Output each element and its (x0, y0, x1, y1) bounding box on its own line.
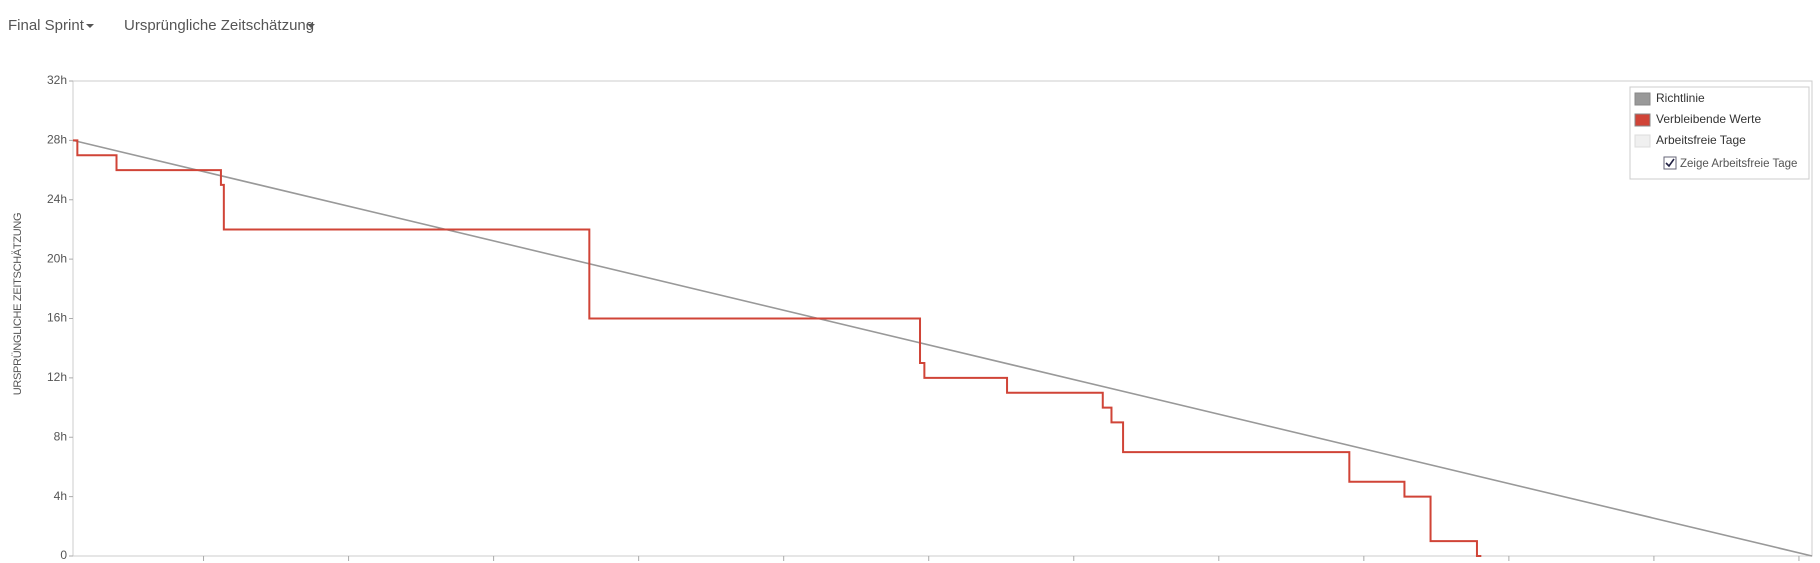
statistic-label[interactable]: Ursprüngliche Zeitschätzung (124, 17, 314, 34)
legend-label: Verbleibende Werte (1656, 112, 1762, 126)
legend-label: Arbeitsfreie Tage (1656, 133, 1746, 147)
remaining-line (73, 139, 1482, 557)
sprint-dropdown[interactable]: Final Sprint (8, 17, 94, 34)
y-tick-label: 12h (47, 370, 67, 384)
legend-swatch (1634, 134, 1651, 148)
y-tick-label: 28h (47, 133, 67, 147)
caret[interactable] (86, 24, 94, 28)
checkbox-label[interactable]: Zeige Arbeitsfreie Tage (1680, 158, 1797, 170)
caret[interactable] (307, 24, 315, 28)
statistic-dropdown[interactable]: Ursprüngliche Zeitschätzung (124, 17, 315, 34)
legend-label: Richtlinie (1656, 91, 1705, 105)
sprint-label[interactable]: Final Sprint (8, 17, 85, 34)
guideline (72, 139, 1813, 557)
checkmark[interactable] (1665, 158, 1675, 168)
y-tick-label: 4h (54, 489, 67, 503)
legend-swatch (1634, 113, 1651, 127)
y-tick-label: 20h (47, 251, 67, 265)
legend-swatch (1634, 92, 1651, 106)
legend-box (1629, 86, 1810, 180)
y-tick-label: 0 (60, 548, 67, 562)
y-axis-label: URSPRÜNGLICHE ZEITSCHÄTZUNG (12, 213, 24, 396)
plot-area (72, 80, 1813, 557)
y-tick-label: 24h (47, 192, 67, 206)
checkbox[interactable] (1663, 156, 1677, 170)
y-tick-label: 8h (54, 429, 67, 443)
y-tick-label: 16h (47, 311, 67, 325)
y-tick-label: 32h (47, 73, 67, 87)
